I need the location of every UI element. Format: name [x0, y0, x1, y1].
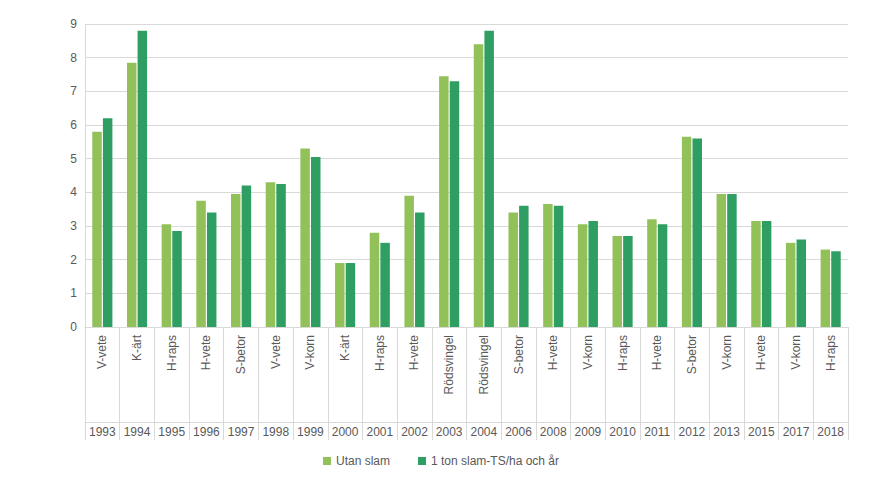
svg-text:2004: 2004: [470, 425, 497, 439]
svg-text:V-korn: V-korn: [789, 335, 803, 370]
svg-text:1999: 1999: [297, 425, 324, 439]
svg-text:H-vete: H-vete: [407, 335, 421, 371]
svg-text:0: 0: [70, 320, 77, 334]
svg-text:2010: 2010: [609, 425, 636, 439]
svg-text:V-vete: V-vete: [95, 335, 109, 369]
svg-text:6: 6: [70, 118, 77, 132]
svg-text:1998: 1998: [262, 425, 289, 439]
svg-text:2: 2: [70, 253, 77, 267]
svg-text:1: 1: [70, 286, 77, 300]
svg-text:1994: 1994: [124, 425, 151, 439]
svg-text:H-vete: H-vete: [199, 335, 213, 371]
svg-text:H-raps: H-raps: [824, 335, 838, 371]
svg-text:2018: 2018: [817, 425, 844, 439]
svg-text:2017: 2017: [783, 425, 810, 439]
svg-text:S-betor: S-betor: [512, 335, 526, 374]
svg-text:1997: 1997: [228, 425, 255, 439]
svg-text:V-korn: V-korn: [303, 335, 317, 370]
svg-text:2011: 2011: [644, 425, 670, 439]
svg-text:1996: 1996: [193, 425, 220, 439]
svg-text:2015: 2015: [748, 425, 775, 439]
svg-text:H-raps: H-raps: [373, 335, 387, 371]
svg-text:Utan slam: Utan slam: [336, 454, 390, 468]
svg-text:S-betor: S-betor: [685, 335, 699, 374]
svg-text:8: 8: [70, 51, 77, 65]
svg-text:H-raps: H-raps: [616, 335, 630, 371]
svg-text:S-betor: S-betor: [234, 335, 248, 374]
svg-text:H-vete: H-vete: [754, 335, 768, 371]
svg-text:V-korn: V-korn: [720, 335, 734, 370]
svg-text:V-vete: V-vete: [269, 335, 283, 369]
svg-text:2003: 2003: [436, 425, 463, 439]
svg-text:2006: 2006: [505, 425, 532, 439]
svg-text:7: 7: [70, 84, 77, 98]
svg-text:2009: 2009: [575, 425, 602, 439]
svg-text:2012: 2012: [679, 425, 706, 439]
svg-text:H-vete: H-vete: [650, 335, 664, 371]
svg-text:2008: 2008: [540, 425, 567, 439]
svg-text:3: 3: [70, 219, 77, 233]
svg-text:1993: 1993: [89, 425, 116, 439]
svg-text:K-ärt: K-ärt: [338, 334, 352, 361]
svg-text:H-vete: H-vete: [546, 335, 560, 371]
svg-text:1995: 1995: [158, 425, 185, 439]
svg-text:V-korn: V-korn: [581, 335, 595, 370]
svg-text:2002: 2002: [401, 425, 428, 439]
svg-text:4: 4: [70, 185, 77, 199]
svg-text:Rödsvingel: Rödsvingel: [477, 335, 491, 394]
svg-text:1 ton slam-TS/ha och år: 1 ton slam-TS/ha och år: [431, 454, 559, 468]
svg-text:2001: 2001: [366, 425, 393, 439]
svg-text:2013: 2013: [713, 425, 740, 439]
svg-text:5: 5: [70, 152, 77, 166]
svg-text:H-raps: H-raps: [165, 335, 179, 371]
svg-text:Rödsvingel: Rödsvingel: [442, 335, 456, 394]
svg-text:9: 9: [70, 17, 77, 31]
svg-text:K-ärt: K-ärt: [130, 334, 144, 361]
svg-text:2000: 2000: [332, 425, 359, 439]
